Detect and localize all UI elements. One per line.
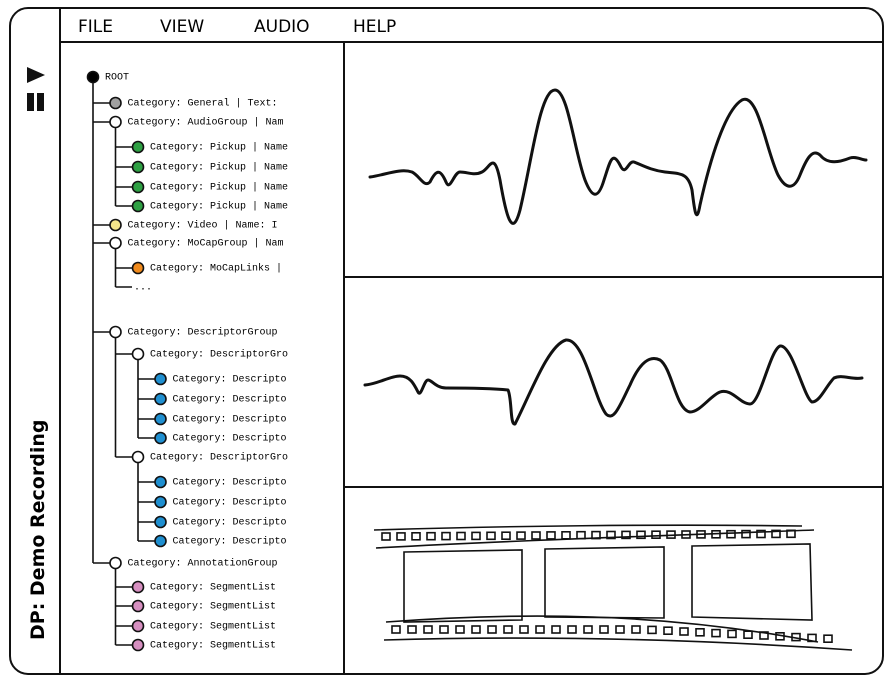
- tree-node-label[interactable]: Category: Video | Name: I: [128, 220, 278, 232]
- tree-node-label[interactable]: Category: SegmentList: [150, 621, 276, 633]
- tree-node-icon: [133, 201, 144, 212]
- menu-item[interactable]: FILE: [78, 17, 113, 37]
- tree-node-icon: [155, 497, 166, 508]
- tree-node-label[interactable]: Category: Descripto: [173, 477, 287, 489]
- menu-item[interactable]: AUDIO: [254, 17, 310, 37]
- tree-node-icon: [155, 536, 166, 547]
- tree-node-label[interactable]: Category: Pickup | Name: [150, 162, 288, 174]
- tree-node-label[interactable]: Category: DescriptorGroup: [128, 327, 278, 339]
- tree-node-label[interactable]: Category: Descripto: [173, 394, 287, 406]
- tree-node-label[interactable]: Category: General | Text:: [128, 98, 278, 110]
- tree-node-label[interactable]: Category: AudioGroup | Nam: [128, 117, 284, 129]
- tree-node-label[interactable]: Category: Descripto: [173, 374, 287, 386]
- tree-node-icon: [88, 72, 99, 83]
- tree-node-icon: [110, 117, 121, 128]
- tree-node-label[interactable]: ROOT: [105, 73, 129, 84]
- tree-node-label[interactable]: Category: AnnotationGroup: [128, 558, 278, 570]
- tree-node-label[interactable]: Category: DescriptorGro: [150, 349, 288, 361]
- tree-node-icon: [133, 640, 144, 651]
- tree-node-icon: [110, 327, 121, 338]
- tree-node-icon: [110, 558, 121, 569]
- menu-item[interactable]: VIEW: [160, 17, 204, 37]
- tree-node-icon: [133, 142, 144, 153]
- tree-node-label[interactable]: Category: Descripto: [173, 497, 287, 509]
- tree-node-icon: [155, 394, 166, 405]
- tree-node-icon: [110, 238, 121, 249]
- recording-title: DP: Demo Recording: [27, 420, 49, 640]
- tree-node-icon: [133, 621, 144, 632]
- tree-node-icon: [155, 374, 166, 385]
- tree-node-label[interactable]: Category: MoCapLinks |: [150, 263, 282, 275]
- tree-node-icon: [155, 517, 166, 528]
- tree-node-icon: [110, 98, 121, 109]
- tree-node-label[interactable]: Category: Pickup | Name: [150, 142, 288, 154]
- menu-item[interactable]: HELP: [353, 17, 396, 37]
- tree-node-icon: [155, 414, 166, 425]
- tree-node-label[interactable]: Category: DescriptorGro: [150, 452, 288, 464]
- tree-node-label[interactable]: Category: Descripto: [173, 414, 287, 426]
- tree-node-label[interactable]: Category: Pickup | Name: [150, 201, 288, 213]
- tree-node-label[interactable]: Category: Descripto: [173, 433, 287, 445]
- tree-node-label[interactable]: Category: SegmentList: [150, 582, 276, 594]
- pause-bar: [27, 93, 34, 111]
- tree-node-label[interactable]: Category: SegmentList: [150, 601, 276, 613]
- tree-node-icon: [110, 220, 121, 231]
- app-window: FILE VIEW AUDIO HELP DP: Demo Recording …: [0, 0, 886, 677]
- tree-node-icon: [133, 162, 144, 173]
- pause-bar: [37, 93, 44, 111]
- tree-node-label[interactable]: Category: Pickup | Name: [150, 182, 288, 194]
- tree-node-label[interactable]: Category: MoCapGroup | Nam: [128, 238, 284, 250]
- tree-node-icon: [133, 452, 144, 463]
- tree-node-label[interactable]: Category: SegmentList: [150, 640, 276, 652]
- tree-node-label[interactable]: Category: Descripto: [173, 536, 287, 548]
- tree-node-icon: [133, 601, 144, 612]
- tree-node-label[interactable]: ...: [134, 283, 152, 294]
- tree-node-icon: [155, 433, 166, 444]
- tree-node-icon: [133, 349, 144, 360]
- tree-node-icon: [133, 582, 144, 593]
- tree-node-icon: [133, 263, 144, 274]
- tree-node-icon: [133, 182, 144, 193]
- tree-node-label[interactable]: Category: Descripto: [173, 517, 287, 529]
- tree-node-icon: [155, 477, 166, 488]
